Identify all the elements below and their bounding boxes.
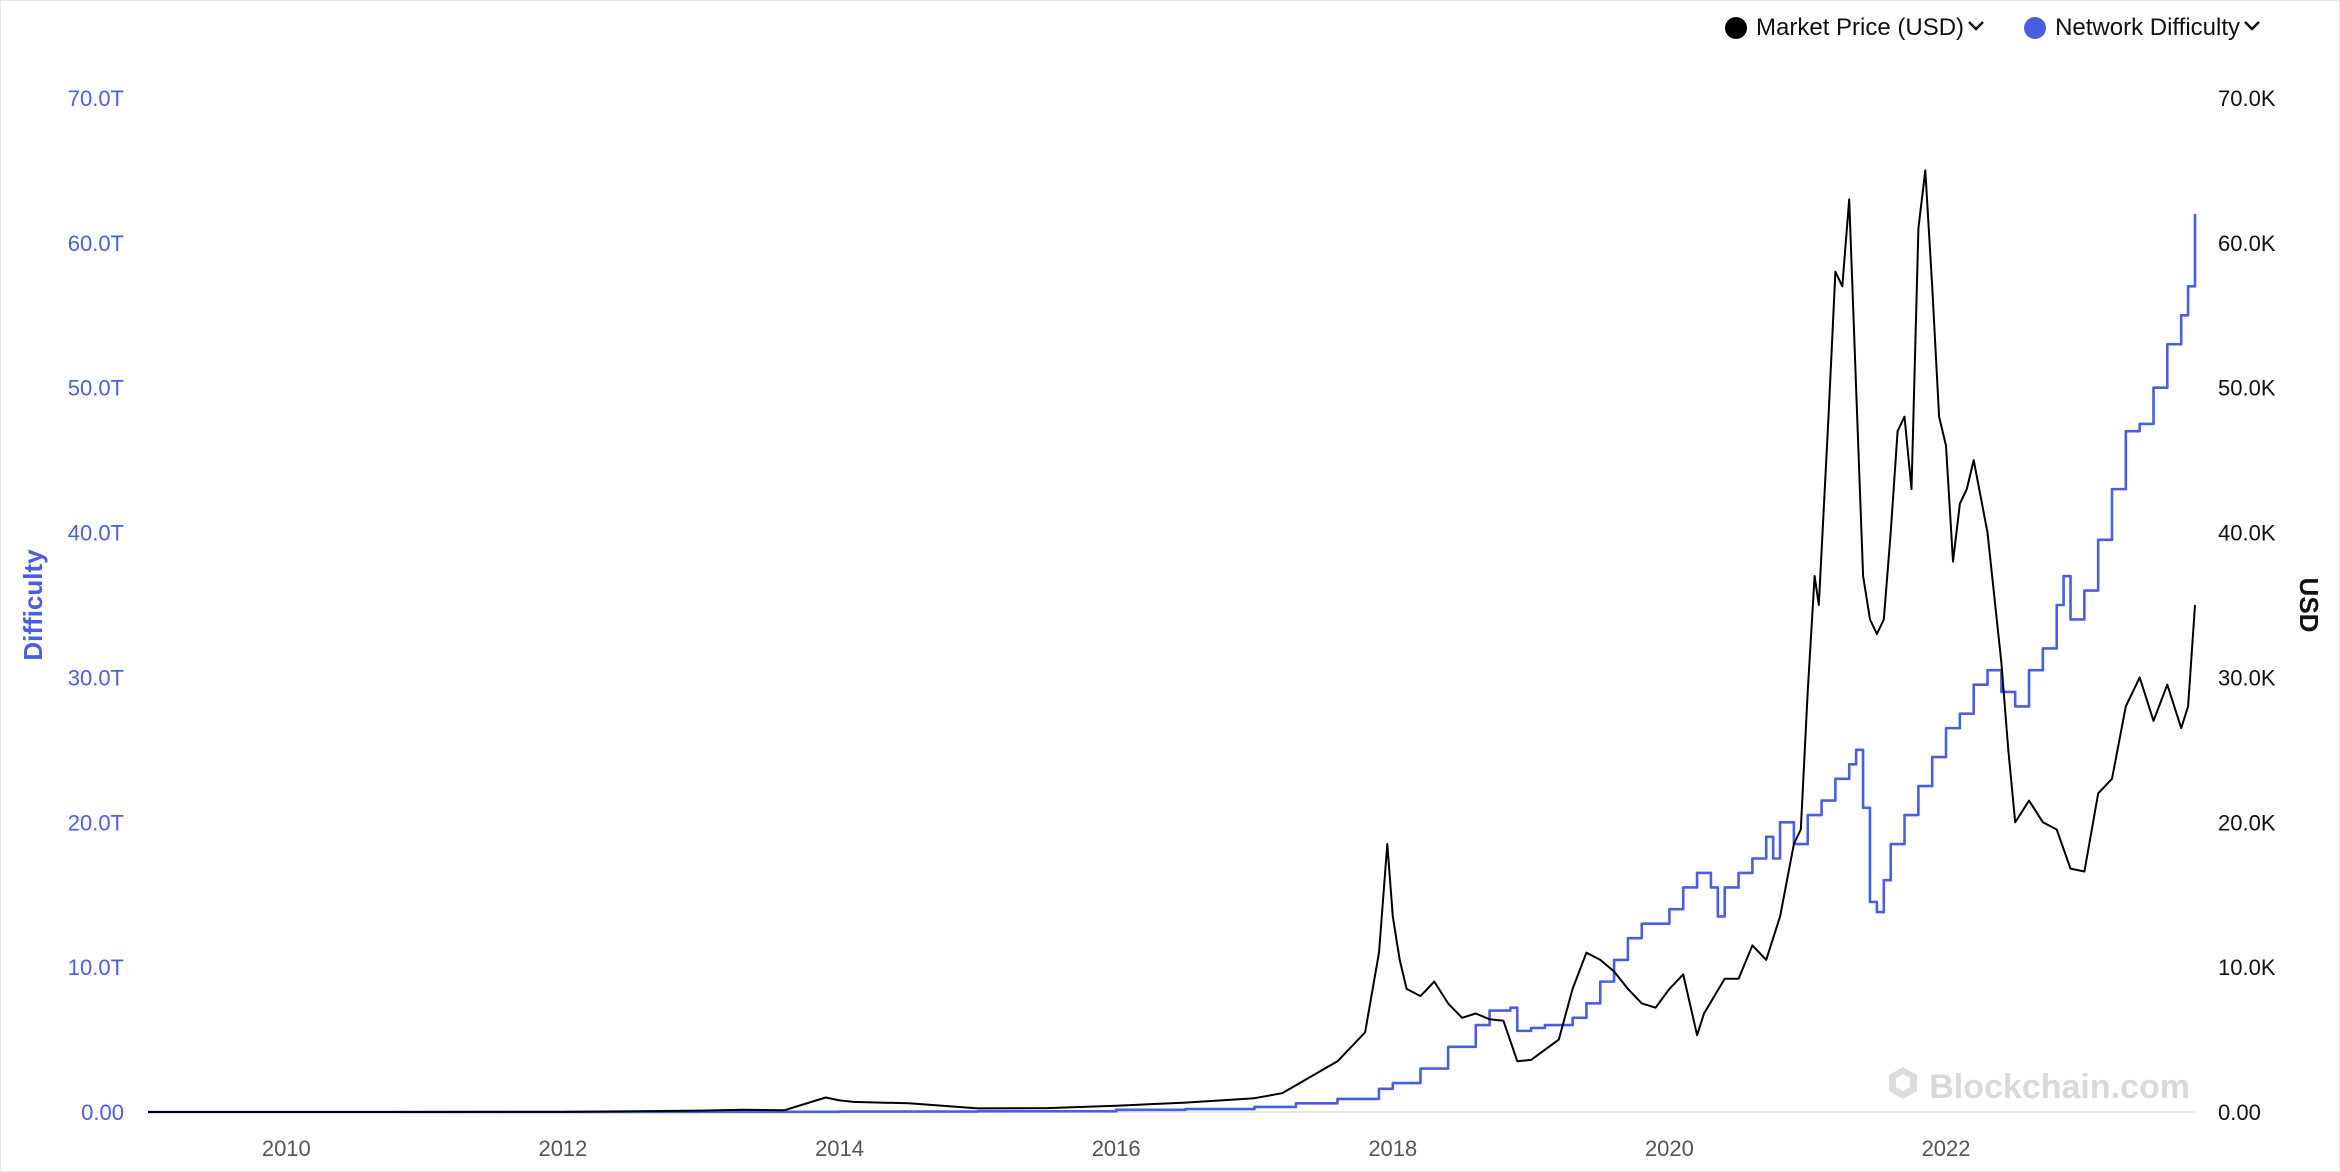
left-axis-tick-label: 20.0T — [68, 810, 124, 835]
right-axis-tick-label: 70.0K — [2218, 86, 2276, 111]
x-axis-tick-label: 2022 — [1922, 1136, 1971, 1161]
left-axis-tick-label: 0.00 — [81, 1100, 124, 1125]
right-axis-title: USD — [2294, 578, 2324, 633]
left-axis-tick-label: 10.0T — [68, 955, 124, 980]
chart-legend: Market Price (USD) Network Difficulty — [1725, 14, 2260, 42]
left-axis-ticks: 0.00 10.0T 20.0T 30.0T 40.0T 50.0T 60.0T 70.0T — [68, 86, 124, 1125]
watermark-text: Blockchain.com — [1929, 1068, 2190, 1106]
x-axis-tick-label: 2020 — [1645, 1136, 1694, 1161]
legend-item-network-difficulty[interactable]: Network Difficulty — [2024, 14, 2260, 42]
left-axis-tick-label: 50.0T — [68, 376, 124, 401]
market-price-color-dot — [1725, 17, 1748, 39]
left-axis-title: Difficulty — [18, 549, 48, 661]
x-axis-ticks: 2010 2012 2014 2016 2018 2020 2022 — [262, 1136, 1971, 1161]
left-axis-tick-label: 40.0T — [68, 521, 124, 546]
x-axis-tick-label: 2018 — [1368, 1136, 1417, 1161]
series-network-difficulty-line — [148, 213, 2197, 1114]
legend-item-market-price[interactable]: Market Price (USD) — [1725, 14, 1984, 42]
x-axis-tick-label: 2012 — [538, 1136, 587, 1161]
legend-label-market-price: Market Price (USD) — [1756, 14, 1965, 41]
x-axis-tick-label: 2014 — [815, 1136, 864, 1161]
x-axis-tick-label: 2010 — [262, 1136, 311, 1161]
right-axis-tick-label: 10.0K — [2218, 955, 2276, 980]
right-axis-tick-label: 30.0K — [2218, 665, 2276, 690]
left-axis-tick-label: 60.0T — [68, 231, 124, 256]
right-axis-tick-label: 50.0K — [2218, 376, 2276, 401]
legend-label-network-difficulty: Network Difficulty — [2055, 14, 2240, 41]
left-axis-tick-label: 30.0T — [68, 665, 124, 690]
right-axis-tick-label: 20.0K — [2218, 810, 2276, 835]
right-axis-tick-label: 0.00 — [2218, 1100, 2261, 1125]
chevron-down-icon[interactable] — [1968, 11, 1984, 39]
series-market-price-line — [148, 169, 2196, 1113]
right-axis-ticks: 0.00 10.0K 20.0K 30.0K 40.0K 50.0K 60.0K 70.0K — [2218, 86, 2276, 1125]
blockchain-logo-icon — [1885, 1065, 1921, 1110]
chevron-down-icon[interactable] — [2244, 11, 2260, 39]
x-axis-tick-label: 2016 — [1092, 1136, 1141, 1161]
left-axis-tick-label: 70.0T — [68, 86, 124, 111]
network-difficulty-color-dot — [2024, 17, 2047, 39]
right-axis-tick-label: 40.0K — [2218, 521, 2276, 546]
blockchain-watermark: Blockchain.com — [1885, 1065, 2190, 1110]
right-axis-tick-label: 60.0K — [2218, 231, 2276, 256]
